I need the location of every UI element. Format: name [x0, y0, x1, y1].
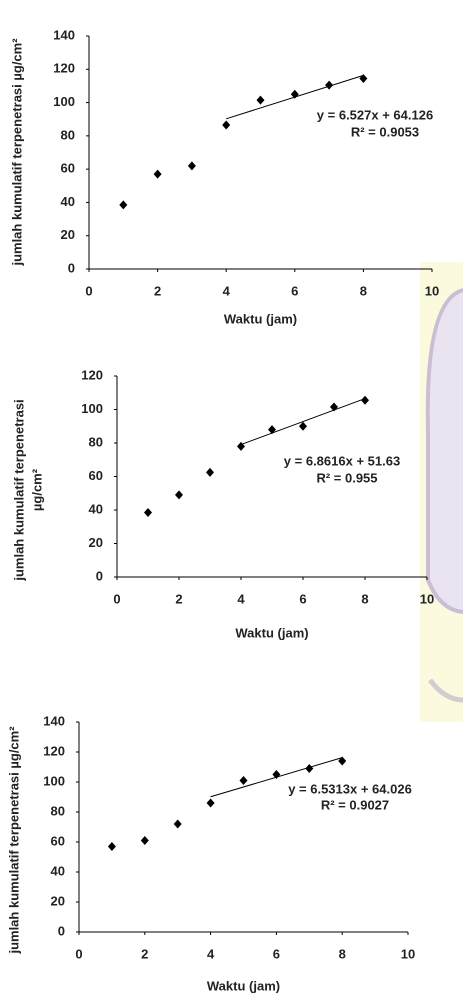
- y-tick-label: 40: [61, 194, 75, 209]
- x-tick-label: 6: [273, 946, 280, 961]
- data-point: [325, 80, 334, 90]
- x-tick-label: 2: [141, 946, 148, 961]
- trendline-equation: y = 6.5313x + 64.026: [288, 781, 412, 796]
- y-tick-label: 20: [61, 227, 75, 242]
- chart: 0 20 40 60 80 100 120 140 0 2 4 6 8 10 Waktu (jam) juml…: [6, 713, 415, 993]
- x-tick-label: 6: [291, 283, 298, 298]
- data-point: [107, 842, 116, 851]
- trendline-equation: R² = 0.955: [316, 470, 377, 485]
- data-point: [290, 89, 299, 99]
- y-tick-label: 140: [53, 27, 75, 42]
- data-point: [153, 169, 162, 179]
- y-tick-label: 100: [81, 401, 103, 416]
- x-tick-label: 10: [401, 946, 415, 961]
- x-tick-label: 10: [420, 591, 434, 606]
- x-tick-label: 2: [154, 283, 161, 298]
- data-point: [237, 441, 245, 451]
- data-point: [338, 756, 347, 766]
- y-tick-label: 120: [81, 367, 103, 382]
- y-tick-label: 40: [89, 501, 103, 516]
- x-tick-label: 4: [207, 946, 215, 961]
- data-point: [119, 200, 128, 210]
- watermark-emblem: [425, 288, 463, 614]
- data-point: [361, 395, 369, 405]
- x-tick-label: 8: [360, 283, 367, 298]
- y-tick-label: 100: [43, 773, 65, 788]
- y-tick-label: 140: [43, 713, 65, 728]
- y-tick-label: 80: [89, 434, 103, 449]
- chart: 0 20 40 60 80 100 120 140 0 2 4 6 8 10 Waktu (jam) juml…: [9, 27, 439, 326]
- y-axis-title: jumlah kumulatif terpenetrasi: [11, 399, 26, 581]
- data-point: [222, 120, 231, 130]
- data-point: [239, 776, 248, 785]
- y-tick-label: 60: [89, 468, 103, 483]
- x-tick-label: 8: [361, 591, 368, 606]
- x-tick-label: 4: [223, 283, 231, 298]
- y-tick-label: 120: [53, 61, 75, 76]
- data-point: [268, 425, 276, 435]
- watermark-stroke: [428, 678, 463, 703]
- y-tick-label: 120: [43, 743, 65, 758]
- x-tick-label: 4: [237, 591, 245, 606]
- data-point: [173, 819, 182, 829]
- y-axis-title: jumlah kumulatif terpenetrasi µg/cm²: [6, 726, 21, 955]
- data-point: [187, 161, 196, 171]
- trendline-equation: R² = 0.9027: [321, 797, 389, 812]
- y-tick-label: 20: [51, 893, 65, 908]
- chart: 0 20 40 60 80 100 120 0 2 4 6 8 10 Waktu (jam) jumlah …: [11, 367, 434, 640]
- data-point: [330, 402, 338, 412]
- watermark: [420, 262, 463, 722]
- y-tick-label: 80: [51, 803, 65, 818]
- trendline-equation: R² = 0.9053: [351, 124, 419, 139]
- y-axis-title: µg/cm²: [29, 468, 44, 511]
- trendline: [240, 398, 366, 446]
- data-point: [256, 95, 265, 105]
- x-axis-title: Waktu (jam): [224, 311, 297, 326]
- y-tick-label: 60: [61, 161, 75, 176]
- trendline-equation: y = 6.527x + 64.126: [317, 107, 433, 122]
- y-tick-label: 20: [89, 535, 103, 550]
- y-tick-label: 80: [61, 127, 75, 142]
- data-point: [299, 421, 307, 431]
- y-tick-label: 0: [68, 260, 75, 275]
- data-point: [206, 798, 215, 808]
- x-tick-label: 0: [85, 283, 92, 298]
- data-point: [144, 508, 152, 518]
- y-tick-label: 100: [53, 94, 75, 109]
- data-point: [206, 467, 214, 477]
- trendline-equation: y = 6.8616x + 51.63: [284, 453, 400, 468]
- data-point: [140, 836, 149, 845]
- x-tick-label: 8: [339, 946, 346, 961]
- x-tick-label: 10: [425, 283, 439, 298]
- x-tick-label: 6: [299, 591, 306, 606]
- data-point: [175, 490, 183, 500]
- x-tick-label: 0: [113, 591, 120, 606]
- y-tick-label: 40: [51, 863, 65, 878]
- y-tick-label: 60: [51, 833, 65, 848]
- x-tick-label: 0: [75, 946, 82, 961]
- x-tick-label: 2: [175, 591, 182, 606]
- y-tick-label: 0: [58, 923, 65, 938]
- data-point: [305, 764, 314, 773]
- x-axis-title: Waktu (jam): [235, 625, 308, 640]
- x-axis-title: Waktu (jam): [207, 978, 280, 993]
- y-axis-title: jumlah kumulatif terpenetrasi µg/cm²: [9, 38, 24, 267]
- y-tick-label: 0: [96, 568, 103, 583]
- data-point: [272, 770, 281, 779]
- data-point: [359, 73, 368, 83]
